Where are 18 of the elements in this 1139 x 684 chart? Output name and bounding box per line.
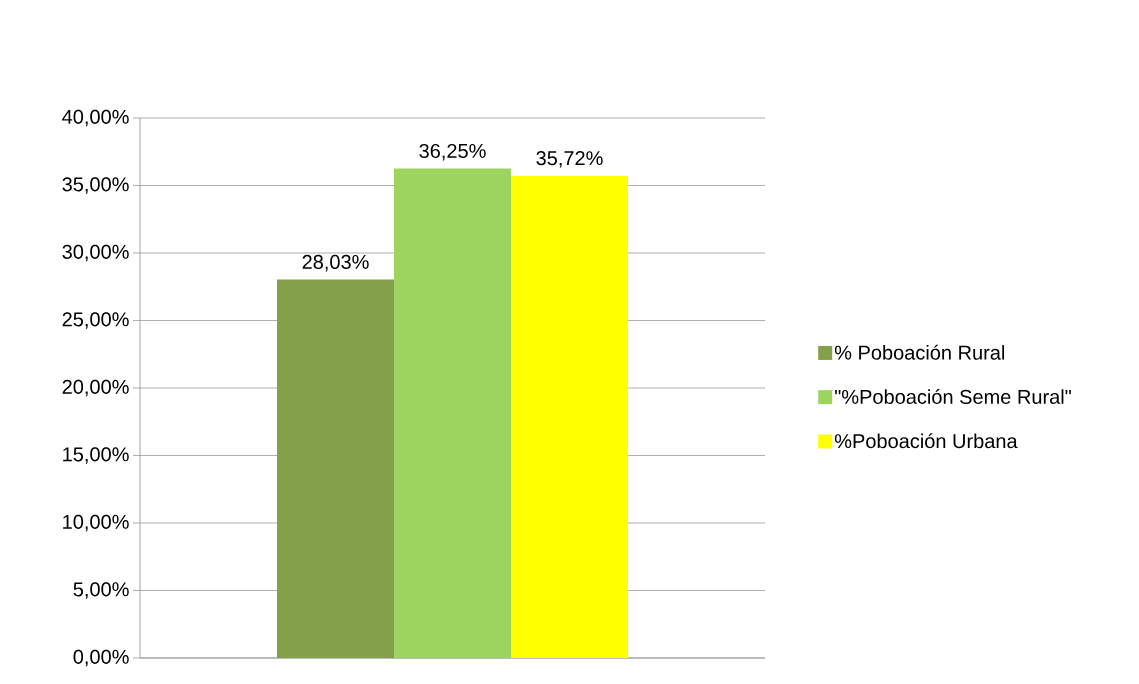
y-tick-label: 5,00% (73, 582, 129, 599)
y-tick-label: 25,00% (62, 312, 129, 329)
y-tick-label: 0,00% (73, 649, 129, 667)
bar (394, 168, 512, 658)
bar (511, 175, 629, 658)
legend-label: %Poboación Urbana (834, 433, 1018, 449)
y-tick-label: 10,00% (63, 514, 129, 532)
bar (277, 279, 395, 658)
data-label: 36,25% (419, 143, 486, 161)
data-label: 35,72% (536, 151, 603, 168)
legend-label: % Poboación Rural (834, 344, 1005, 360)
y-tick-label: 20,00% (62, 379, 129, 397)
y-tick-label: 35,00% (62, 177, 129, 194)
y-tick-label: 30,00% (62, 244, 129, 262)
y-tick-label: 40,00% (62, 109, 129, 127)
data-label: 28,03% (302, 254, 369, 272)
y-tick-label: 15,00% (63, 447, 129, 464)
legend-label: "%Poboación Seme Rural" (835, 389, 1071, 404)
